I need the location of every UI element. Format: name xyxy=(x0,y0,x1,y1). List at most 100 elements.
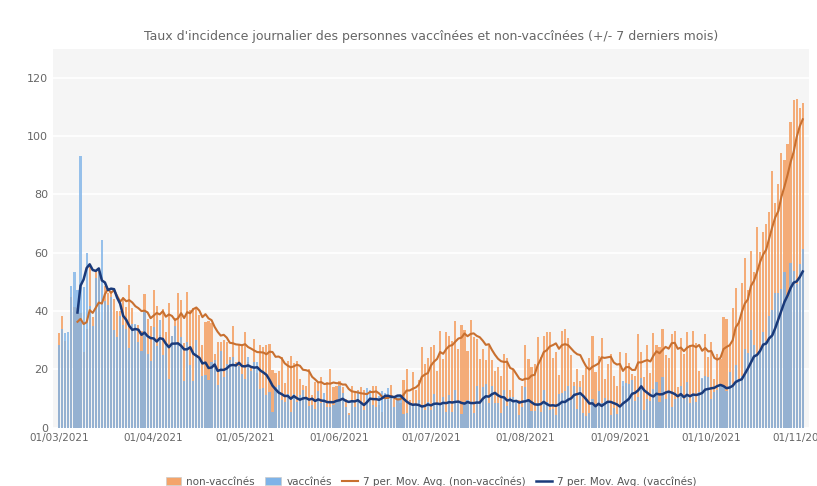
Bar xyxy=(558,394,560,428)
Bar xyxy=(512,368,515,428)
Bar xyxy=(283,382,286,428)
7 per. Mov. Avg. (non-vaccînés) xyxy=(109,287,119,293)
Bar xyxy=(314,409,316,428)
Bar xyxy=(190,364,191,428)
Bar xyxy=(622,381,624,428)
Bar xyxy=(801,103,804,428)
Bar xyxy=(789,263,792,428)
Bar xyxy=(156,306,158,428)
Bar xyxy=(695,343,697,428)
Bar xyxy=(167,379,170,428)
Bar xyxy=(753,272,755,428)
Bar xyxy=(796,99,797,428)
Bar xyxy=(482,387,484,428)
Bar xyxy=(201,345,203,428)
Bar xyxy=(308,406,310,428)
Bar xyxy=(595,372,596,428)
Bar xyxy=(415,390,417,428)
Bar xyxy=(784,272,785,428)
Bar xyxy=(320,377,323,428)
Bar xyxy=(488,347,490,428)
Bar xyxy=(671,407,672,428)
Bar xyxy=(391,397,392,428)
Bar xyxy=(372,405,374,428)
Bar xyxy=(784,160,785,428)
Bar xyxy=(753,345,755,428)
Bar xyxy=(525,387,526,428)
Bar xyxy=(100,320,103,428)
Bar xyxy=(292,394,295,428)
Bar xyxy=(595,406,596,428)
Bar xyxy=(625,353,627,428)
Bar xyxy=(664,399,667,428)
Bar xyxy=(708,357,709,428)
Bar xyxy=(137,325,140,428)
Bar xyxy=(317,391,319,428)
Bar xyxy=(234,364,237,428)
Bar xyxy=(646,399,649,428)
Bar xyxy=(128,285,131,428)
Bar xyxy=(421,347,423,428)
Bar xyxy=(326,382,328,428)
Bar xyxy=(153,290,154,428)
Bar xyxy=(686,332,688,428)
Bar xyxy=(622,386,624,428)
Bar xyxy=(643,410,645,428)
Bar xyxy=(680,386,682,428)
Bar xyxy=(213,354,216,428)
Bar xyxy=(333,405,334,428)
Bar xyxy=(662,330,663,428)
Bar xyxy=(195,340,198,428)
Bar xyxy=(354,407,356,428)
Bar xyxy=(616,386,618,428)
Bar xyxy=(125,307,127,428)
Bar xyxy=(628,384,630,428)
Bar xyxy=(652,333,654,428)
Bar xyxy=(158,320,161,428)
Bar xyxy=(88,306,91,428)
7 per. Mov. Avg. (vaccînés) xyxy=(313,397,323,402)
Bar xyxy=(296,402,298,428)
Bar xyxy=(667,358,670,428)
Bar xyxy=(292,364,295,428)
Bar xyxy=(192,308,194,428)
Bar xyxy=(421,406,423,428)
Bar xyxy=(731,387,734,428)
Bar xyxy=(747,290,749,428)
Bar xyxy=(743,259,746,428)
Bar xyxy=(561,394,563,428)
Bar xyxy=(269,392,270,428)
Bar xyxy=(177,294,179,428)
Bar xyxy=(750,330,752,428)
Bar xyxy=(734,288,737,428)
Bar xyxy=(494,371,496,428)
Bar xyxy=(701,379,703,428)
Bar xyxy=(387,388,390,428)
Bar xyxy=(698,392,700,428)
Bar xyxy=(689,403,691,428)
Bar xyxy=(500,413,502,428)
Bar xyxy=(518,400,520,428)
7 per. Mov. Avg. (vaccînés) xyxy=(408,402,417,408)
Bar xyxy=(731,308,734,428)
Bar xyxy=(317,382,319,428)
Bar xyxy=(618,352,621,428)
Bar xyxy=(211,323,212,428)
Bar xyxy=(799,108,801,428)
Bar xyxy=(549,410,551,428)
Bar xyxy=(326,407,328,428)
Bar xyxy=(369,390,371,428)
Bar xyxy=(759,351,761,428)
Bar xyxy=(92,327,94,428)
Bar xyxy=(430,410,432,428)
Bar xyxy=(342,387,344,428)
Bar xyxy=(116,311,118,428)
Bar xyxy=(518,415,520,428)
Bar xyxy=(217,342,219,428)
Bar xyxy=(588,358,591,428)
Bar xyxy=(439,404,441,428)
Bar xyxy=(141,331,142,428)
Bar xyxy=(609,354,612,428)
Bar xyxy=(509,397,511,428)
Bar xyxy=(208,380,210,428)
